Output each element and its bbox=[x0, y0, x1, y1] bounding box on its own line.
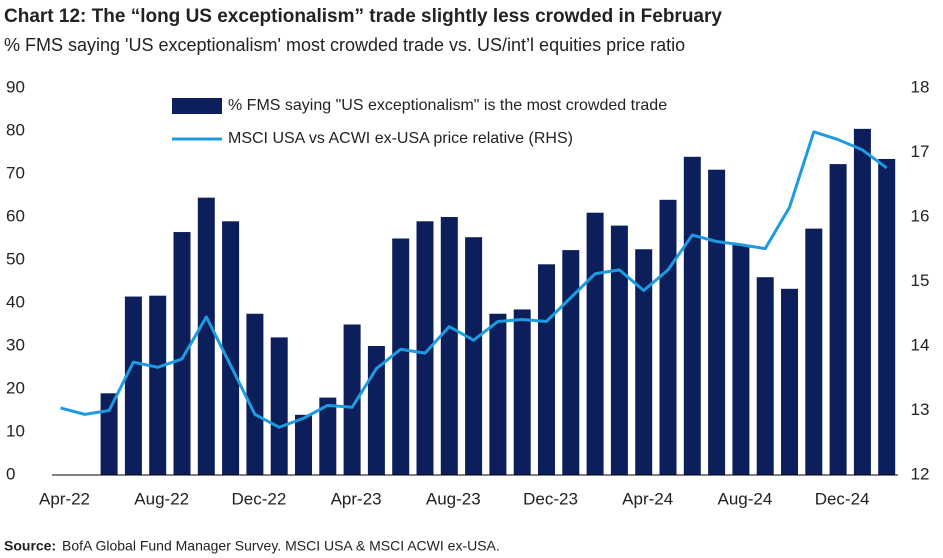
x-tick-label: Dec-22 bbox=[231, 489, 286, 508]
bar bbox=[732, 244, 750, 475]
y2-tick-label: 16 bbox=[911, 206, 930, 225]
bar bbox=[756, 277, 774, 475]
y-tick-label: 20 bbox=[6, 378, 25, 397]
x-tick-label: Apr-23 bbox=[331, 489, 382, 508]
y-tick-label: 50 bbox=[6, 249, 25, 268]
bar bbox=[440, 217, 458, 475]
chart-title: Chart 12: The “long US exceptionalism” t… bbox=[4, 6, 722, 27]
x-tick-label: Aug-24 bbox=[717, 489, 772, 508]
x-tick-label: Dec-24 bbox=[815, 489, 870, 508]
bar bbox=[878, 158, 896, 475]
legend-swatch bbox=[172, 98, 222, 114]
bar bbox=[829, 164, 847, 476]
bar bbox=[392, 238, 410, 475]
bar bbox=[586, 212, 604, 475]
bar bbox=[100, 393, 118, 475]
bar bbox=[659, 199, 677, 476]
legend-label: % FMS saying "US exceptionalism" is the … bbox=[228, 97, 667, 114]
source-label: Source: bbox=[4, 538, 56, 554]
bar bbox=[149, 295, 167, 475]
bar bbox=[222, 221, 240, 475]
bar bbox=[343, 324, 361, 475]
x-tick-label: Apr-22 bbox=[39, 489, 90, 508]
y2-tick-label: 17 bbox=[911, 142, 930, 161]
y2-tick-label: 14 bbox=[911, 335, 930, 354]
bar bbox=[610, 225, 628, 475]
y-tick-label: 80 bbox=[6, 120, 25, 139]
x-tick-label: Aug-23 bbox=[426, 489, 481, 508]
bar bbox=[124, 296, 142, 475]
source: BofA Global Fund Manager Survey. MSCI US… bbox=[62, 538, 500, 554]
bar bbox=[246, 313, 264, 475]
bar bbox=[805, 228, 823, 475]
bar bbox=[270, 337, 288, 475]
bar bbox=[513, 309, 531, 475]
bar bbox=[853, 128, 871, 475]
bar bbox=[708, 169, 726, 475]
bar bbox=[781, 288, 798, 475]
bar bbox=[683, 156, 701, 476]
bar bbox=[173, 232, 191, 475]
bar bbox=[489, 313, 507, 475]
y2-tick-label: 13 bbox=[911, 400, 930, 419]
legend-label: MSCI USA vs ACWI ex-USA price relative (… bbox=[228, 130, 573, 147]
bar bbox=[465, 237, 483, 475]
bar bbox=[367, 346, 385, 475]
y-tick-label: 70 bbox=[6, 163, 25, 182]
y2-tick-label: 18 bbox=[911, 77, 930, 96]
bar bbox=[416, 221, 434, 475]
bar bbox=[538, 264, 555, 475]
x-tick-label: Dec-23 bbox=[523, 489, 578, 508]
bar bbox=[635, 249, 653, 475]
x-tick-label: Apr-24 bbox=[622, 489, 673, 508]
y-tick-label: 10 bbox=[6, 421, 25, 440]
bar bbox=[319, 397, 337, 475]
y2-tick-label: 15 bbox=[911, 271, 930, 290]
bar bbox=[562, 250, 580, 475]
y-tick-label: 60 bbox=[6, 206, 25, 225]
y-tick-label: 90 bbox=[6, 77, 25, 96]
bar bbox=[197, 197, 215, 475]
line bbox=[60, 130, 888, 429]
x-tick-label: Aug-22 bbox=[134, 489, 189, 508]
y-tick-label: 40 bbox=[6, 292, 25, 311]
y-tick-label: 30 bbox=[6, 335, 25, 354]
y2-tick-label: 12 bbox=[911, 464, 930, 483]
bar bbox=[295, 414, 312, 475]
chart-subtitle: % FMS saying 'US exceptionalism' most cr… bbox=[4, 35, 685, 55]
y-tick-label: 0 bbox=[6, 464, 15, 483]
